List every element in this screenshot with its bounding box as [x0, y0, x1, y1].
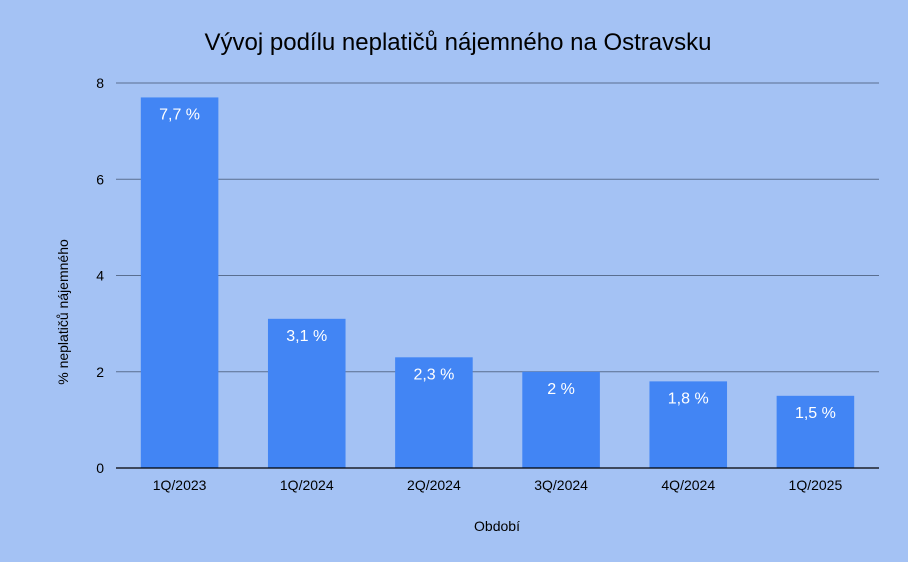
tick-labels: 0 2 4 6 8 1Q/2023 1Q/2024 2Q/2024 3Q/2024 4Q/2024…	[96, 75, 842, 493]
y-tick-label: 6	[96, 171, 104, 187]
y-axis-title: % neplatičů nájemného	[55, 239, 71, 385]
data-label: 1,8 %	[668, 390, 709, 407]
x-tick-label: 3Q/2024	[534, 477, 588, 493]
bar	[140, 97, 219, 468]
data-label: 2,3 %	[413, 366, 454, 383]
bar	[649, 381, 728, 468]
x-tick-label: 4Q/2024	[661, 477, 715, 493]
x-axis-title: Období	[474, 518, 520, 534]
bar	[522, 371, 600, 468]
x-tick-label: 2Q/2024	[407, 477, 461, 493]
bar	[395, 357, 473, 468]
data-label: 1,5 %	[795, 405, 836, 422]
y-tick-label: 4	[96, 268, 104, 284]
bar	[776, 395, 855, 468]
x-tick-label: 1Q/2025	[789, 477, 843, 493]
y-tick-label: 0	[96, 460, 104, 476]
data-label: 7,7 %	[159, 106, 200, 123]
bars: 7,7 % 3,1 % 2,3 % 2 % 1,8 % 1,5 %	[140, 97, 855, 468]
x-tick-label: 1Q/2023	[153, 477, 207, 493]
bar	[267, 318, 346, 468]
y-tick-label: 8	[96, 75, 104, 91]
chart-title: Vývoj podílu neplatičů nájemného na Ostr…	[205, 29, 712, 56]
gridlines	[116, 82, 879, 373]
y-tick-label: 2	[96, 364, 104, 380]
data-label: 2 %	[547, 381, 575, 398]
x-tick-label: 1Q/2024	[280, 477, 334, 493]
data-label: 3,1 %	[286, 328, 327, 345]
